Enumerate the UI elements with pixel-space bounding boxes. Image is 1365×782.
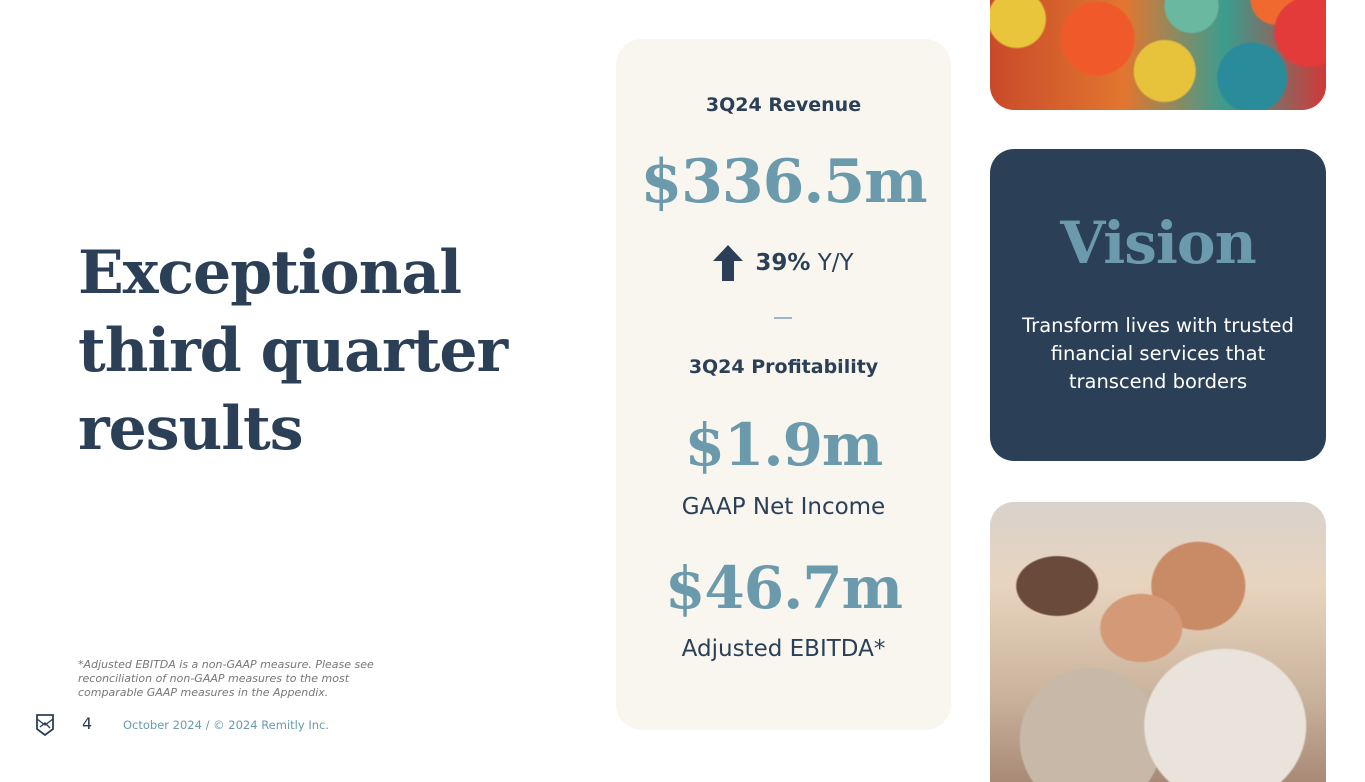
vision-text: Transform lives with trusted financial s… <box>1022 314 1294 393</box>
footnote: *Adjusted EBITDA is a non-GAAP measure. … <box>78 658 374 699</box>
net-income-value: $1.9m <box>684 411 884 479</box>
revenue-label: 3Q24 Revenue <box>705 94 862 116</box>
vision-card: Vision Transform lives with trusted fina… <box>990 149 1326 461</box>
metrics-card: 3Q24 Revenue $336.5m 39% Y/Y 3Q24 Profit… <box>616 39 951 730</box>
smiling-girls-photo <box>990 502 1326 782</box>
ebitda-label: Adjusted EBITDA* <box>681 636 886 662</box>
growth-suffix: Y/Y <box>817 250 854 276</box>
growth-row: 39% Y/Y <box>616 245 951 281</box>
page-number: 4 <box>82 714 93 733</box>
growth-percent: 39% <box>755 250 811 276</box>
arrow-up-icon <box>713 245 744 281</box>
revenue-value: $336.5m <box>640 147 927 217</box>
remitly-logo-icon <box>36 714 54 737</box>
divider <box>774 317 792 319</box>
embroidery-image <box>990 0 1326 110</box>
ebitda-value: $46.7m <box>665 554 903 622</box>
profitability-label: 3Q24 Profitability <box>688 356 879 378</box>
vision-heading: Vision <box>1060 209 1257 277</box>
slide-title: Exceptional third quarter results <box>78 238 508 464</box>
net-income-label: GAAP Net Income <box>681 494 886 520</box>
footer-text: October 2024 / © 2024 Remitly Inc. <box>123 718 329 732</box>
